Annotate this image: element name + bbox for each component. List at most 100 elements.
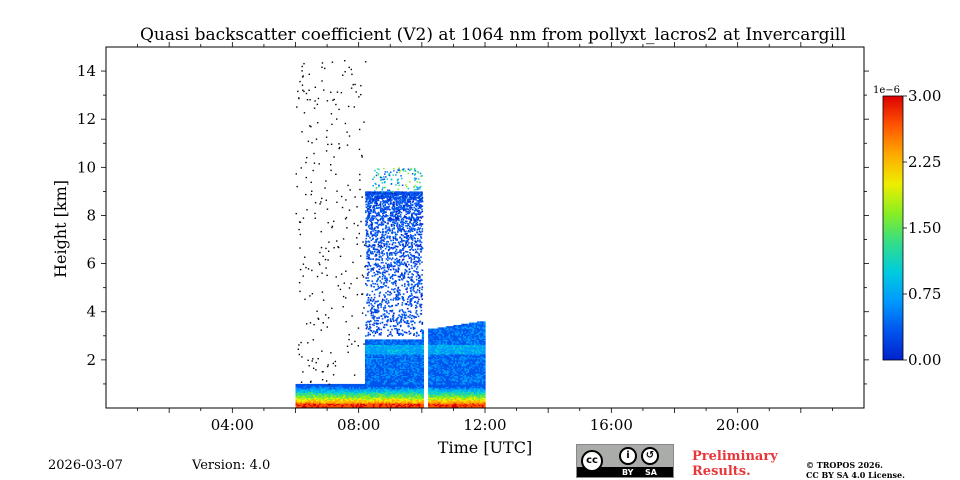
heatmap-cell: [462, 383, 466, 386]
heatmap-cell: [429, 379, 432, 381]
heatmap-cell: [478, 386, 481, 389]
heatmap-cell: [440, 398, 443, 401]
heatmap-cell: [350, 404, 353, 407]
heatmap-cell: [448, 341, 451, 344]
heatmap-cell: [327, 388, 330, 391]
heatmap-cell: [316, 383, 319, 386]
heatmap-cell: [421, 345, 425, 348]
heatmap-cell: [445, 345, 448, 348]
heatmap-cell: [445, 383, 448, 386]
heatmap-cell: [327, 383, 330, 386]
heatmap-cell: [481, 386, 485, 389]
heatmap-cell: [377, 381, 380, 384]
heatmap-cell: [297, 386, 300, 389]
heatmap-cell: [363, 387, 366, 390]
heatmap-cell: [454, 403, 458, 405]
heatmap-cell: [467, 383, 470, 386]
heatmap-cell: [436, 371, 439, 374]
heatmap-cell: [342, 400, 346, 403]
heatmap-cell: [358, 392, 361, 395]
heatmap-cell: [325, 393, 328, 396]
heatmap-cell: [447, 349, 450, 351]
heatmap-cell: [379, 356, 382, 359]
heatmap-cell: [418, 346, 421, 349]
heatmap-cell: [377, 353, 380, 356]
heatmap-cell: [376, 380, 379, 383]
heatmap-cell: [394, 347, 398, 350]
heatmap-cell: [361, 387, 365, 390]
heatmap-cell: [421, 388, 425, 391]
heatmap-cell: [434, 356, 437, 359]
heatmap-cell: [462, 394, 466, 397]
heatmap-cell: [366, 364, 369, 367]
heatmap-cell: [402, 345, 406, 348]
heatmap-cell: [344, 401, 347, 404]
heatmap-cell: [434, 380, 437, 383]
heatmap-cell: [325, 388, 328, 391]
heatmap-cell: [469, 399, 472, 402]
heatmap-cell: [360, 405, 363, 408]
heatmap-cell: [415, 383, 418, 386]
heatmap-cell: [334, 386, 338, 389]
heatmap-cell: [436, 401, 439, 404]
heatmap-cell: [459, 400, 462, 403]
heatmap-cell: [387, 385, 390, 387]
heatmap-cell: [364, 355, 368, 357]
heatmap-cell: [428, 371, 431, 374]
heatmap-cell: [327, 395, 330, 398]
heatmap-cell: [342, 397, 346, 399]
heatmap-cell: [387, 387, 390, 390]
heatmap-cell: [388, 375, 391, 378]
heatmap-cell: [478, 393, 481, 396]
heatmap-cell: [330, 386, 333, 389]
heatmap-cell: [464, 393, 467, 396]
heatmap-cell: [413, 387, 417, 390]
heatmap-cell: [415, 358, 418, 361]
heatmap-cell: [442, 329, 445, 332]
heatmap-cell: [420, 362, 423, 365]
heatmap-cell: [303, 394, 306, 397]
heatmap-cell: [379, 361, 382, 363]
heatmap-cell: [451, 404, 455, 407]
heatmap-cell: [298, 387, 301, 390]
heatmap-cell: [428, 344, 431, 347]
heatmap-cell: [306, 387, 309, 390]
heatmap-cell: [372, 370, 376, 373]
heatmap-cell: [448, 401, 451, 404]
heatmap-cell: [342, 388, 346, 391]
heatmap-cell: [339, 383, 342, 386]
heatmap-cell: [341, 404, 344, 407]
heatmap-cell: [374, 392, 377, 395]
heatmap-cell: [434, 335, 437, 338]
heatmap-cell: [385, 368, 388, 371]
heatmap-cell: [445, 370, 448, 373]
heatmap-cell: [301, 386, 304, 389]
heatmap-cell: [448, 337, 451, 339]
heatmap-cell: [399, 404, 402, 407]
heatmap-cell: [344, 406, 347, 408]
heatmap-cell: [417, 363, 420, 366]
heatmap-cell: [396, 389, 399, 392]
heatmap-cell: [413, 375, 417, 378]
heatmap-cell: [399, 369, 402, 372]
heatmap-cell: [410, 376, 413, 379]
heatmap-cell: [394, 367, 398, 369]
heatmap-cell: [344, 405, 347, 408]
heatmap-cell: [434, 338, 437, 341]
heatmap-cell: [447, 346, 450, 349]
heatmap-cell: [428, 370, 431, 373]
heatmap-cell: [396, 400, 399, 403]
heatmap-cell: [478, 406, 481, 408]
heatmap-cell: [450, 351, 453, 354]
heatmap-cell: [398, 341, 401, 344]
heatmap-cell: [363, 393, 366, 396]
heatmap-cell: [407, 357, 410, 360]
heatmap-cell: [409, 353, 412, 356]
heatmap-cell: [306, 401, 309, 404]
heatmap-cell: [462, 392, 466, 395]
heatmap-cell: [412, 339, 415, 342]
heatmap-cell: [396, 362, 399, 365]
heatmap-cell: [412, 386, 415, 389]
heatmap-cell: [404, 341, 407, 344]
heatmap-cell: [436, 338, 439, 341]
